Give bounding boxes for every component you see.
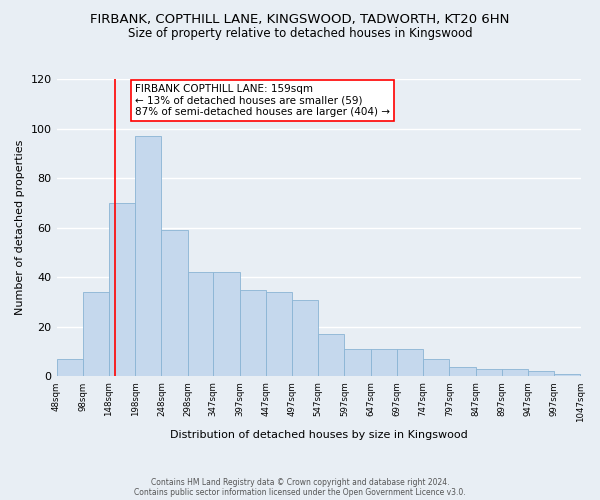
Text: Contains HM Land Registry data © Crown copyright and database right 2024.: Contains HM Land Registry data © Crown c… (151, 478, 449, 487)
Bar (266, 292, 292, 376)
Bar (109, 203, 135, 376)
Bar (423, 359, 449, 376)
Bar (371, 349, 397, 376)
Bar (581, 372, 600, 376)
Bar (502, 369, 528, 376)
Bar (214, 272, 239, 376)
Bar (344, 349, 371, 376)
Text: FIRBANK, COPTHILL LANE, KINGSWOOD, TADWORTH, KT20 6HN: FIRBANK, COPTHILL LANE, KINGSWOOD, TADWO… (91, 12, 509, 26)
Bar (528, 372, 554, 376)
Bar (554, 374, 580, 376)
Y-axis label: Number of detached properties: Number of detached properties (15, 140, 25, 316)
Text: Size of property relative to detached houses in Kingswood: Size of property relative to detached ho… (128, 28, 472, 40)
Text: FIRBANK COPTHILL LANE: 159sqm
← 13% of detached houses are smaller (59)
87% of s: FIRBANK COPTHILL LANE: 159sqm ← 13% of d… (135, 84, 390, 117)
X-axis label: Distribution of detached houses by size in Kingswood: Distribution of detached houses by size … (170, 430, 467, 440)
Text: Contains public sector information licensed under the Open Government Licence v3: Contains public sector information licen… (134, 488, 466, 497)
Bar (239, 290, 266, 376)
Bar (318, 334, 344, 376)
Bar (292, 300, 318, 376)
Bar (161, 230, 188, 376)
Bar (188, 272, 214, 376)
Bar (56, 359, 83, 376)
Bar (397, 349, 423, 376)
Bar (476, 369, 502, 376)
Bar (449, 366, 476, 376)
Bar (83, 292, 109, 376)
Bar (135, 136, 161, 376)
